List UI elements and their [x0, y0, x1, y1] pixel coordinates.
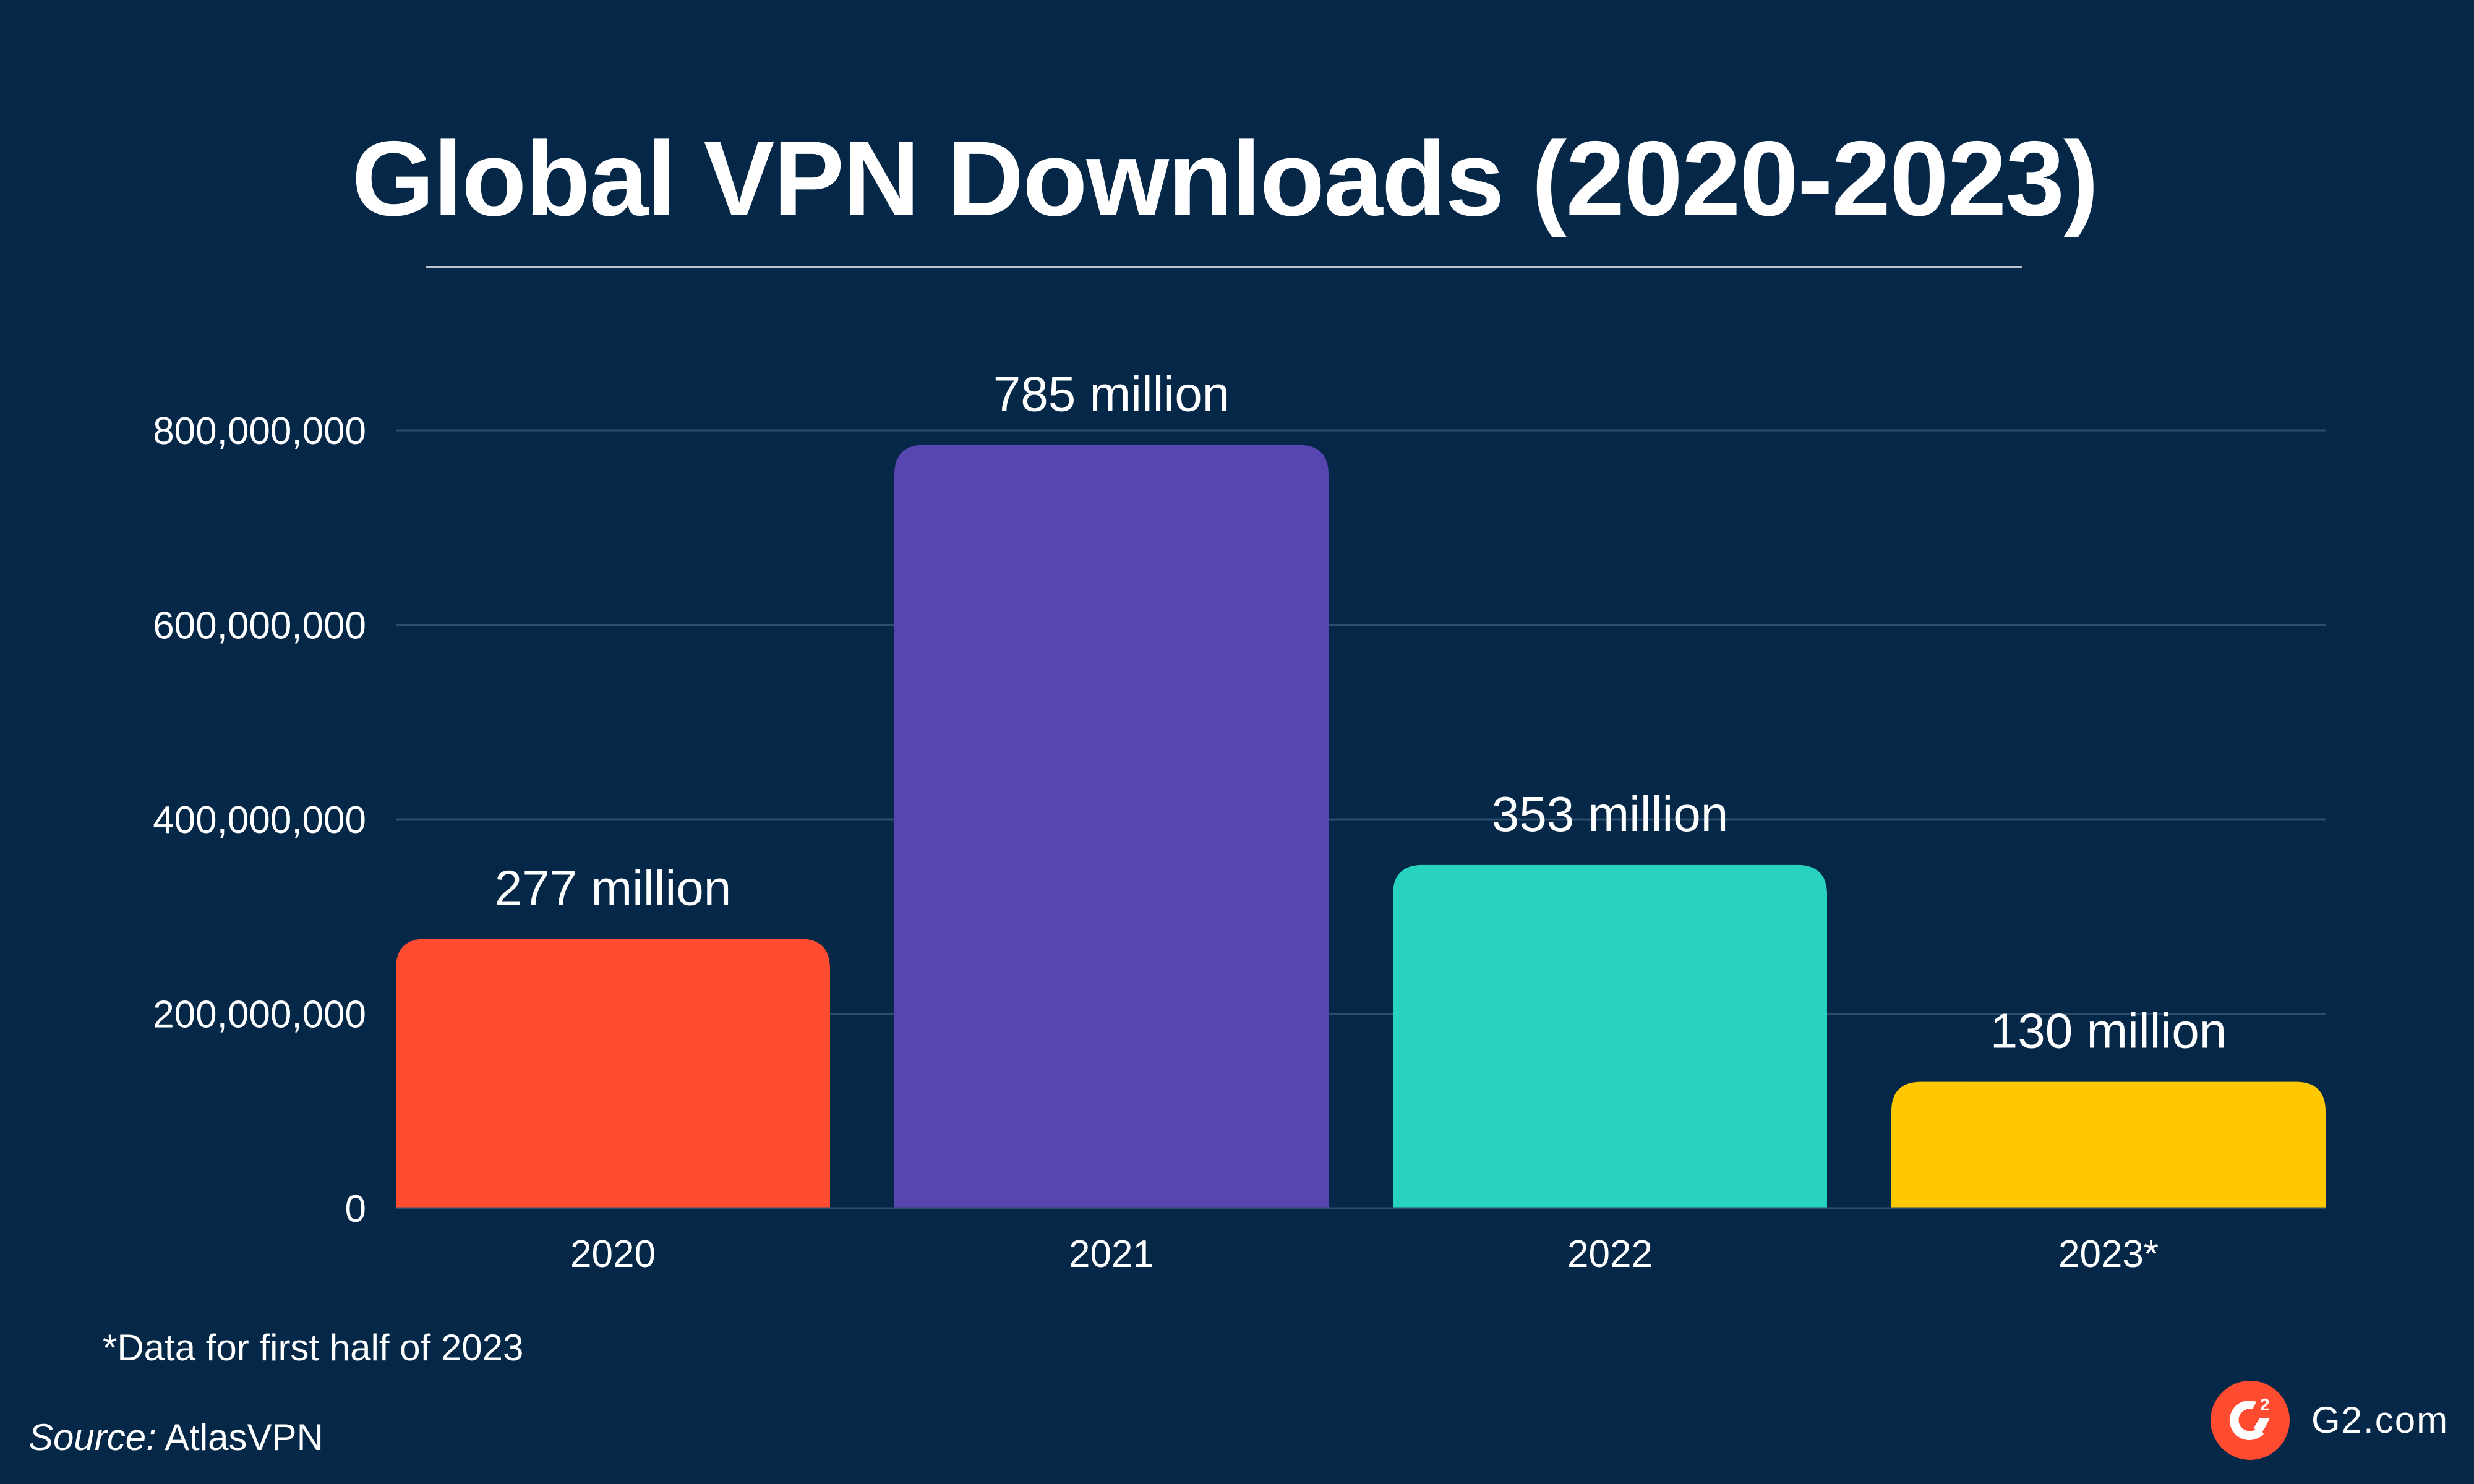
data-label: 785 million	[993, 367, 1230, 422]
source-value: AtlasVPN	[156, 1417, 323, 1458]
data-label: 277 million	[495, 860, 731, 915]
y-tick-label: 400,000,000	[153, 799, 366, 842]
x-tick-label: 2020	[570, 1233, 656, 1276]
brand-site: G2.com	[2311, 1399, 2449, 1441]
y-tick-label: 0	[345, 1188, 366, 1230]
footnote: *Data for first half of 2023	[103, 1327, 524, 1368]
chart-title: Global VPN Downloads (2020-2023)	[351, 119, 2099, 238]
x-tick-label: 2021	[1069, 1233, 1154, 1276]
x-tick-label: 2022	[1567, 1233, 1653, 1276]
source-note: Source: AtlasVPN	[28, 1416, 323, 1459]
bar-2021	[894, 445, 1329, 1208]
bar-2022	[1393, 864, 1827, 1208]
data-label: 130 million	[1990, 1004, 2227, 1059]
g2-logo-icon: 2	[2211, 1381, 2290, 1460]
data-label: 353 million	[1492, 787, 1728, 842]
y-tick-label: 600,000,000	[153, 605, 366, 647]
x-tick-label: 2023*	[2058, 1233, 2159, 1276]
y-tick-label: 200,000,000	[153, 994, 366, 1036]
bar-2020	[396, 939, 830, 1208]
svg-text:2: 2	[2260, 1395, 2270, 1414]
source-label: Source:	[28, 1417, 156, 1458]
y-tick-label: 800,000,000	[153, 410, 366, 453]
bar-2023	[1891, 1081, 2326, 1208]
title-divider	[426, 266, 2022, 268]
